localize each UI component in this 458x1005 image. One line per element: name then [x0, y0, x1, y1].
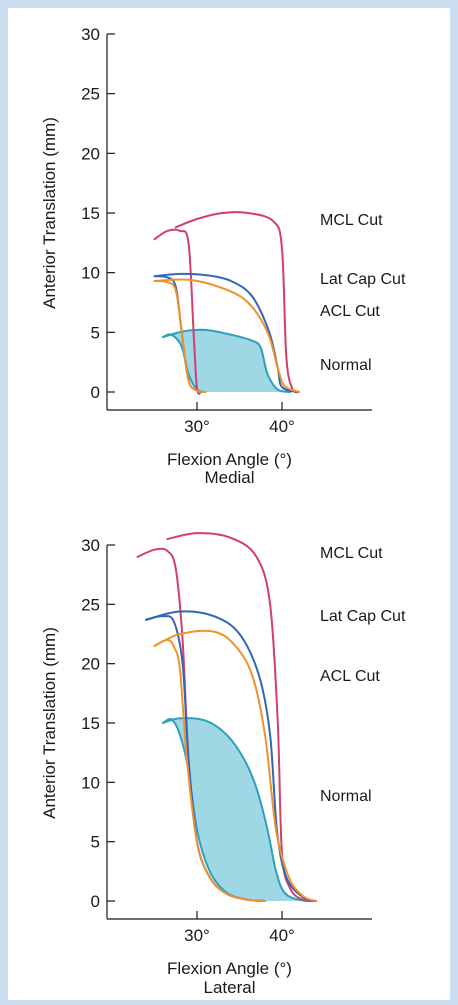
y-tick-label: 20 [81, 144, 100, 163]
series-label-mcl-cut: MCL Cut [320, 212, 383, 229]
series-line-acl-cut-unloading [153, 278, 300, 393]
series-line-lat-cap-cut-unloading [153, 272, 300, 393]
chart-subtitle: Medial [204, 468, 254, 487]
y-tick-label: 15 [81, 714, 100, 733]
y-tick-label: 30 [81, 536, 100, 555]
y-axis-label: Anterior Translation (mm) [40, 117, 59, 309]
series-label-acl-cut: ACL Cut [320, 303, 380, 320]
chart-medial: 0 5 10 15 20 25 30 30° 40° Flexion Angle (°)Media… [40, 25, 406, 487]
series-label-lat-cap-cut: Lat Cap Cut [320, 271, 406, 288]
series-line-acl-cut-loading [153, 638, 266, 902]
series-line-normal-unloading [162, 328, 292, 393]
figure-panel: 0 5 10 15 20 25 30 30° 40° Flexion Angle (°) Media… [8, 8, 450, 1000]
series-label-mcl-cut: MCL Cut [320, 545, 383, 562]
y-tick-label: 20 [81, 655, 100, 674]
x-axis-label: Flexion Angle (°) [167, 450, 292, 469]
y-tick-label: 5 [91, 323, 100, 342]
series-acl-cut [153, 629, 317, 902]
chart-lateral: 0 5 10 15 20 25 30 30° 40° Flexion Angle (°)Later… [40, 532, 406, 997]
x-tick-label: 40° [269, 926, 295, 945]
series-label-normal: Normal [320, 788, 372, 805]
series-acl-cut [153, 278, 300, 394]
y-tick-label: 30 [81, 25, 100, 44]
series-line-mcl-cut-unloading [166, 532, 317, 903]
series-line-mcl-cut-unloading [174, 211, 300, 394]
y-tick-label: 10 [81, 773, 100, 792]
series-label-acl-cut: ACL Cut [320, 668, 380, 685]
x-tick-label: 40° [269, 417, 295, 436]
series-mcl-cut [153, 211, 300, 395]
y-tick-label: 25 [81, 85, 100, 104]
series-line-lat-cap-cut-unloading [145, 610, 317, 902]
chart-subtitle: Lateral [204, 978, 256, 997]
x-tick-label: 30° [184, 926, 210, 945]
series-line-mcl-cut-loading [153, 228, 203, 395]
y-axis-label: Anterior Translation (mm) [40, 627, 59, 819]
series-line-acl-cut-unloading [153, 629, 317, 902]
series-label-normal: Normal [320, 357, 372, 374]
series-label-lat-cap-cut: Lat Cap Cut [320, 608, 406, 625]
series-line-acl-cut-loading [153, 280, 207, 394]
y-tick-label: 15 [81, 204, 100, 223]
y-tick-label: 5 [91, 833, 100, 852]
x-axis-label: Flexion Angle (°) [167, 959, 292, 978]
y-tick-label: 0 [91, 383, 100, 402]
series-line-normal-unloading [162, 717, 317, 902]
y-tick-label: 10 [81, 264, 100, 283]
y-tick-label: 0 [91, 892, 100, 911]
y-tick-label: 25 [81, 595, 100, 614]
x-tick-label: 30° [184, 417, 210, 436]
normal-hysteresis-fill [163, 718, 316, 901]
